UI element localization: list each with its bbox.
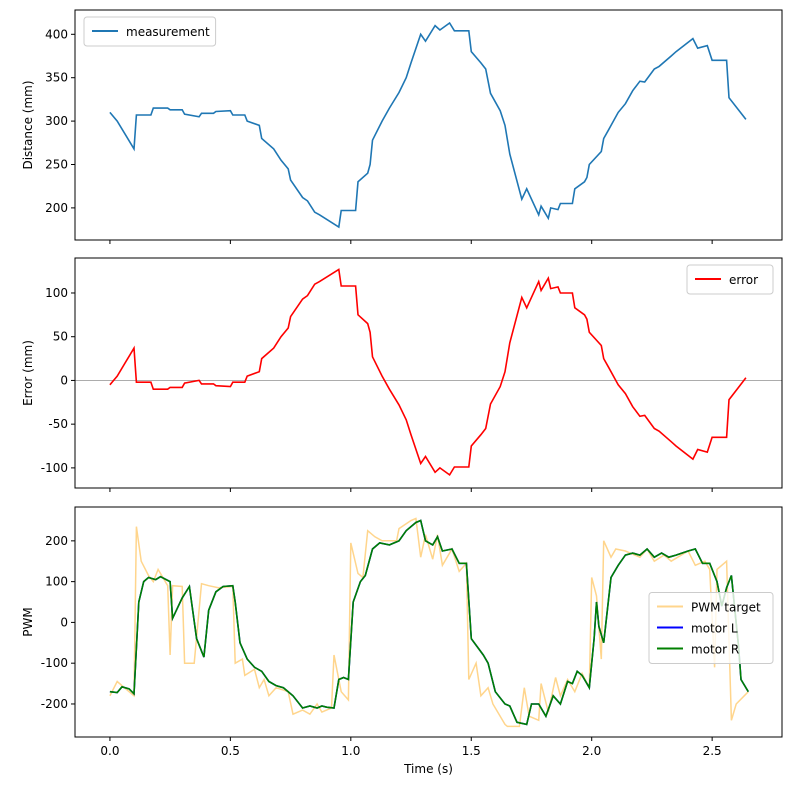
legend-label: PWM target [691, 601, 761, 615]
legend-label: motor R [691, 643, 739, 657]
legend: PWM target motor L motor R [648, 592, 774, 664]
y-axis-label: PWM [21, 607, 35, 636]
x-tick-label: 2.0 [582, 744, 601, 758]
legend-box [648, 592, 774, 664]
legend: error [686, 264, 774, 295]
legend-box [83, 16, 217, 47]
y-tick-label: 0 [60, 615, 68, 629]
y-tick-label: -100 [41, 656, 68, 670]
y-axis-label: Error (mm) [21, 340, 35, 406]
y-tick-label: 0 [60, 373, 68, 387]
y-tick-label: 200 [45, 534, 68, 548]
y-tick-label: 250 [45, 157, 68, 171]
x-tick-label: 2.5 [703, 744, 722, 758]
y-tick-label: -200 [41, 697, 68, 711]
series-motor-r [109, 519, 749, 726]
subplot-2: -100 -50 0 50 100 Error (mm) error [21, 257, 783, 492]
series-error [109, 268, 747, 477]
y-tick-label: 350 [45, 71, 68, 85]
series-measurement [109, 21, 747, 229]
x-tick-label: 1.5 [462, 744, 481, 758]
axes-frame [74, 257, 783, 489]
y-tick-label: 100 [45, 575, 68, 589]
y-tick-label: 400 [45, 27, 68, 41]
y-tick-label: 100 [45, 286, 68, 300]
x-tick-label: 0.0 [100, 744, 119, 758]
legend: measurement [83, 16, 217, 47]
y-tick-label: 300 [45, 114, 68, 128]
y-tick-label: 50 [53, 330, 68, 344]
axes-frame [74, 9, 783, 241]
x-tick-label: 0.5 [221, 744, 240, 758]
y-tick-label: -50 [48, 417, 68, 431]
y-tick-label: -100 [41, 461, 68, 475]
legend-box [686, 264, 774, 295]
x-axis-label: Time (s) [403, 762, 453, 776]
subplot-3: -200 -100 0 100 200 0.0 0.5 1.0 1.5 2.0 2.5 PWM Time… [21, 506, 783, 776]
subplot-1: 200 250 300 350 400 Distance (mm) measurement [21, 9, 783, 244]
x-tick-label: 1.0 [341, 744, 360, 758]
legend-label: error [729, 273, 758, 287]
legend-label: motor L [691, 622, 738, 636]
legend-label: measurement [126, 25, 210, 39]
y-tick-label: 200 [45, 201, 68, 215]
series-pwm-target [109, 517, 749, 728]
y-axis-label: Distance (mm) [21, 80, 35, 169]
